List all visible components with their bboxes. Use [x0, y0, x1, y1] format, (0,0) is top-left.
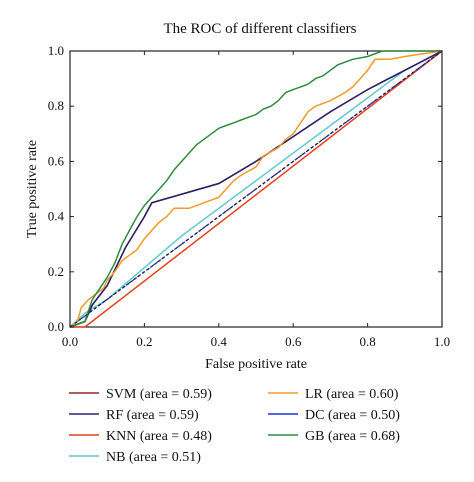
x-tick-label: 0.8 — [359, 334, 375, 349]
series-line-rf — [69, 50, 443, 328]
legend-label: KNN (area = 0.48) — [106, 429, 212, 444]
plot-frame — [69, 50, 443, 328]
x-axis-label: False positive rate — [205, 357, 307, 372]
x-tick-label: 0.6 — [285, 334, 302, 349]
y-tick-label: 0.8 — [48, 98, 64, 113]
legend-label: DC (area = 0.50) — [305, 408, 400, 423]
legend-label: GB (area = 0.68) — [305, 429, 400, 444]
y-tick-label: 0.6 — [48, 153, 65, 168]
x-tick-label: 1.0 — [434, 334, 450, 349]
y-axis-label: True positive rate — [25, 140, 40, 238]
y-tick-label: 0.0 — [48, 319, 64, 334]
x-axis: 0.0 0.2 0.4 0.6 0.8 1.0 — [62, 51, 450, 349]
series-line-lr — [69, 50, 443, 328]
legend-label: RF (area = 0.59) — [106, 408, 199, 423]
y-tick-label: 0.2 — [48, 264, 64, 279]
legend: SVM (area = 0.59) RF (area = 0.59) KNN (ar… — [69, 387, 400, 465]
series-layer — [69, 50, 443, 328]
legend-label: LR (area = 0.60) — [305, 387, 399, 402]
x-tick-label: 0.0 — [62, 334, 78, 349]
legend-label: SVM (area = 0.59) — [106, 387, 212, 402]
x-tick-label: 0.4 — [211, 334, 228, 349]
series-line-knn — [70, 50, 443, 328]
chart-title: The ROC of different classifiers — [163, 21, 356, 37]
diagonal-reference-line — [69, 50, 443, 328]
series-line-gb — [69, 50, 442, 328]
y-tick-label: 1.0 — [48, 43, 64, 58]
y-axis: 0.0 0.2 0.4 0.6 0.8 1.0 — [48, 43, 442, 334]
legend-label: NB (area = 0.51) — [106, 450, 201, 465]
y-tick-label: 0.4 — [48, 209, 65, 224]
x-tick-label: 0.2 — [136, 334, 152, 349]
